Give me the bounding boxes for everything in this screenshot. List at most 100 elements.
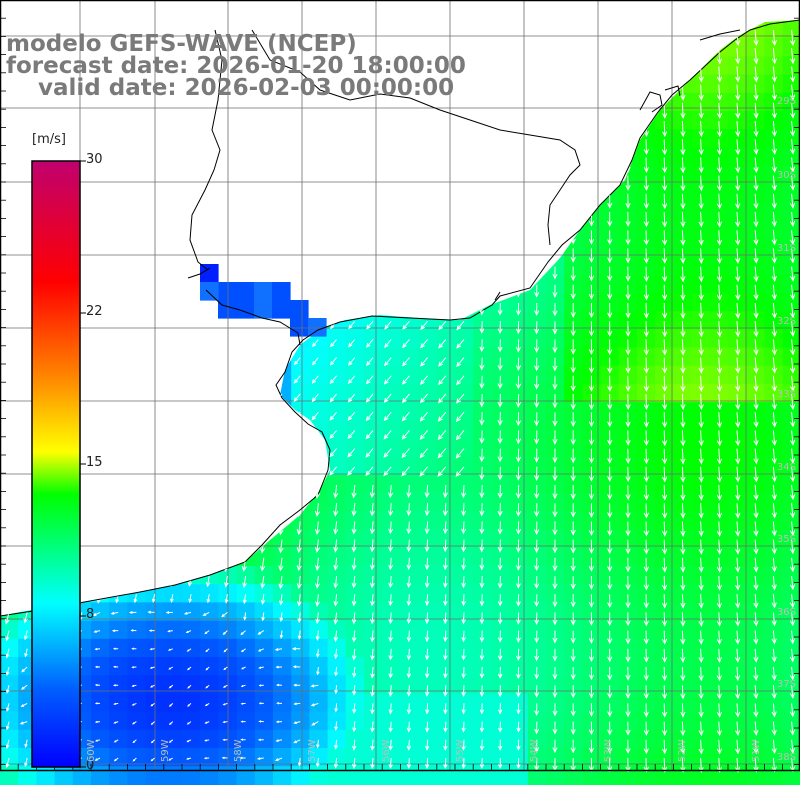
wind-arrow xyxy=(293,448,301,457)
wind-cell xyxy=(637,220,656,239)
wind-arrow xyxy=(461,648,466,661)
wind-arrow xyxy=(607,29,613,47)
wind-arrow xyxy=(570,539,576,554)
wind-cell xyxy=(91,165,110,185)
wind-arrow xyxy=(334,739,338,750)
wind-cell xyxy=(345,183,365,203)
wind-arrow xyxy=(113,211,119,226)
wind-cell xyxy=(473,511,492,531)
wind-arrow xyxy=(588,539,595,554)
wind-arrow xyxy=(223,120,229,136)
wind-cell xyxy=(582,729,602,749)
wind-arrow xyxy=(443,211,448,224)
wind-arrow xyxy=(570,375,576,392)
wind-cell xyxy=(400,584,420,603)
wind-arrow xyxy=(534,685,540,698)
wind-cell xyxy=(509,92,529,112)
wind-cell xyxy=(782,111,800,130)
wind-arrow xyxy=(315,302,321,316)
wind-arrow xyxy=(383,448,392,458)
wind-cell xyxy=(236,748,256,767)
wind-cell xyxy=(273,456,292,476)
wind-arrow xyxy=(716,539,723,555)
wind-arrow xyxy=(369,557,375,571)
wind-cell xyxy=(564,475,583,494)
wind-arrow xyxy=(352,703,357,714)
wind-arrow xyxy=(771,211,777,228)
wind-arrow xyxy=(753,193,759,210)
wind-cell xyxy=(546,547,565,567)
wind-cell xyxy=(309,729,329,749)
wind-cell xyxy=(309,293,329,312)
wind-arrow xyxy=(406,157,412,170)
wind-cell xyxy=(327,547,347,567)
wind-arrow xyxy=(113,339,119,346)
wind-cell xyxy=(527,675,547,694)
wind-cell xyxy=(673,329,693,349)
wind-cell xyxy=(673,420,693,440)
wind-arrow xyxy=(370,284,375,297)
wind-arrow xyxy=(643,48,649,65)
wind-cell xyxy=(163,165,183,185)
wind-cell xyxy=(509,711,529,731)
wind-arrow xyxy=(552,302,558,317)
wind-cell xyxy=(637,147,656,167)
wind-cell xyxy=(91,511,110,531)
wind-arrow xyxy=(698,594,704,609)
wind-cell xyxy=(764,693,784,713)
wind-arrow xyxy=(753,48,759,65)
wind-cell xyxy=(382,584,401,603)
wind-cell xyxy=(382,238,401,258)
wind-arrow xyxy=(113,357,119,364)
wind-cell xyxy=(345,111,365,130)
wind-arrow xyxy=(443,120,448,134)
wind-cell xyxy=(418,256,438,276)
wind-arrow xyxy=(388,211,393,224)
wind-cell xyxy=(436,748,456,767)
latitude-label: 37S xyxy=(776,679,796,690)
wind-arrow xyxy=(132,739,137,744)
wind-cell xyxy=(382,274,401,294)
wind-arrow xyxy=(716,739,723,755)
wind-arrow xyxy=(188,594,192,604)
wind-cell xyxy=(673,711,693,731)
wind-cell xyxy=(0,365,19,385)
wind-cell xyxy=(673,238,693,258)
wind-arrow xyxy=(149,411,155,419)
wind-cell xyxy=(728,493,747,512)
wind-cell xyxy=(618,529,638,549)
wind-cell xyxy=(655,438,674,458)
wind-arrow xyxy=(424,630,430,643)
wind-cell xyxy=(200,420,219,440)
wind-cell xyxy=(546,620,565,640)
wind-arrow xyxy=(680,284,686,301)
wind-cell xyxy=(291,129,310,148)
wind-arrow xyxy=(314,539,321,553)
wind-arrow xyxy=(461,230,466,242)
wind-cell xyxy=(564,602,583,622)
wind-arrow xyxy=(333,175,339,188)
wind-arrow xyxy=(497,193,503,206)
wind-arrow xyxy=(534,321,540,335)
wind-arrow xyxy=(643,721,649,736)
wind-arrow xyxy=(149,393,155,400)
wind-cell xyxy=(691,657,711,676)
wind-cell xyxy=(91,493,110,512)
wind-cell xyxy=(127,183,147,203)
wind-arrow xyxy=(680,557,686,573)
wind-arrow xyxy=(789,139,796,155)
wind-cell xyxy=(382,365,401,385)
wind-cell xyxy=(782,566,800,585)
estuary-cells xyxy=(200,264,327,337)
wind-arrow xyxy=(735,757,741,773)
wind-cell xyxy=(400,256,420,276)
wind-arrow xyxy=(607,302,613,319)
wind-arrow xyxy=(662,48,668,65)
wind-cell xyxy=(163,311,183,330)
wind-cell xyxy=(637,256,656,276)
wind-arrow xyxy=(534,484,540,500)
wind-arrow xyxy=(406,175,412,188)
wind-arrow xyxy=(680,393,686,411)
wind-cell xyxy=(746,657,765,676)
wind-arrow xyxy=(789,594,796,609)
